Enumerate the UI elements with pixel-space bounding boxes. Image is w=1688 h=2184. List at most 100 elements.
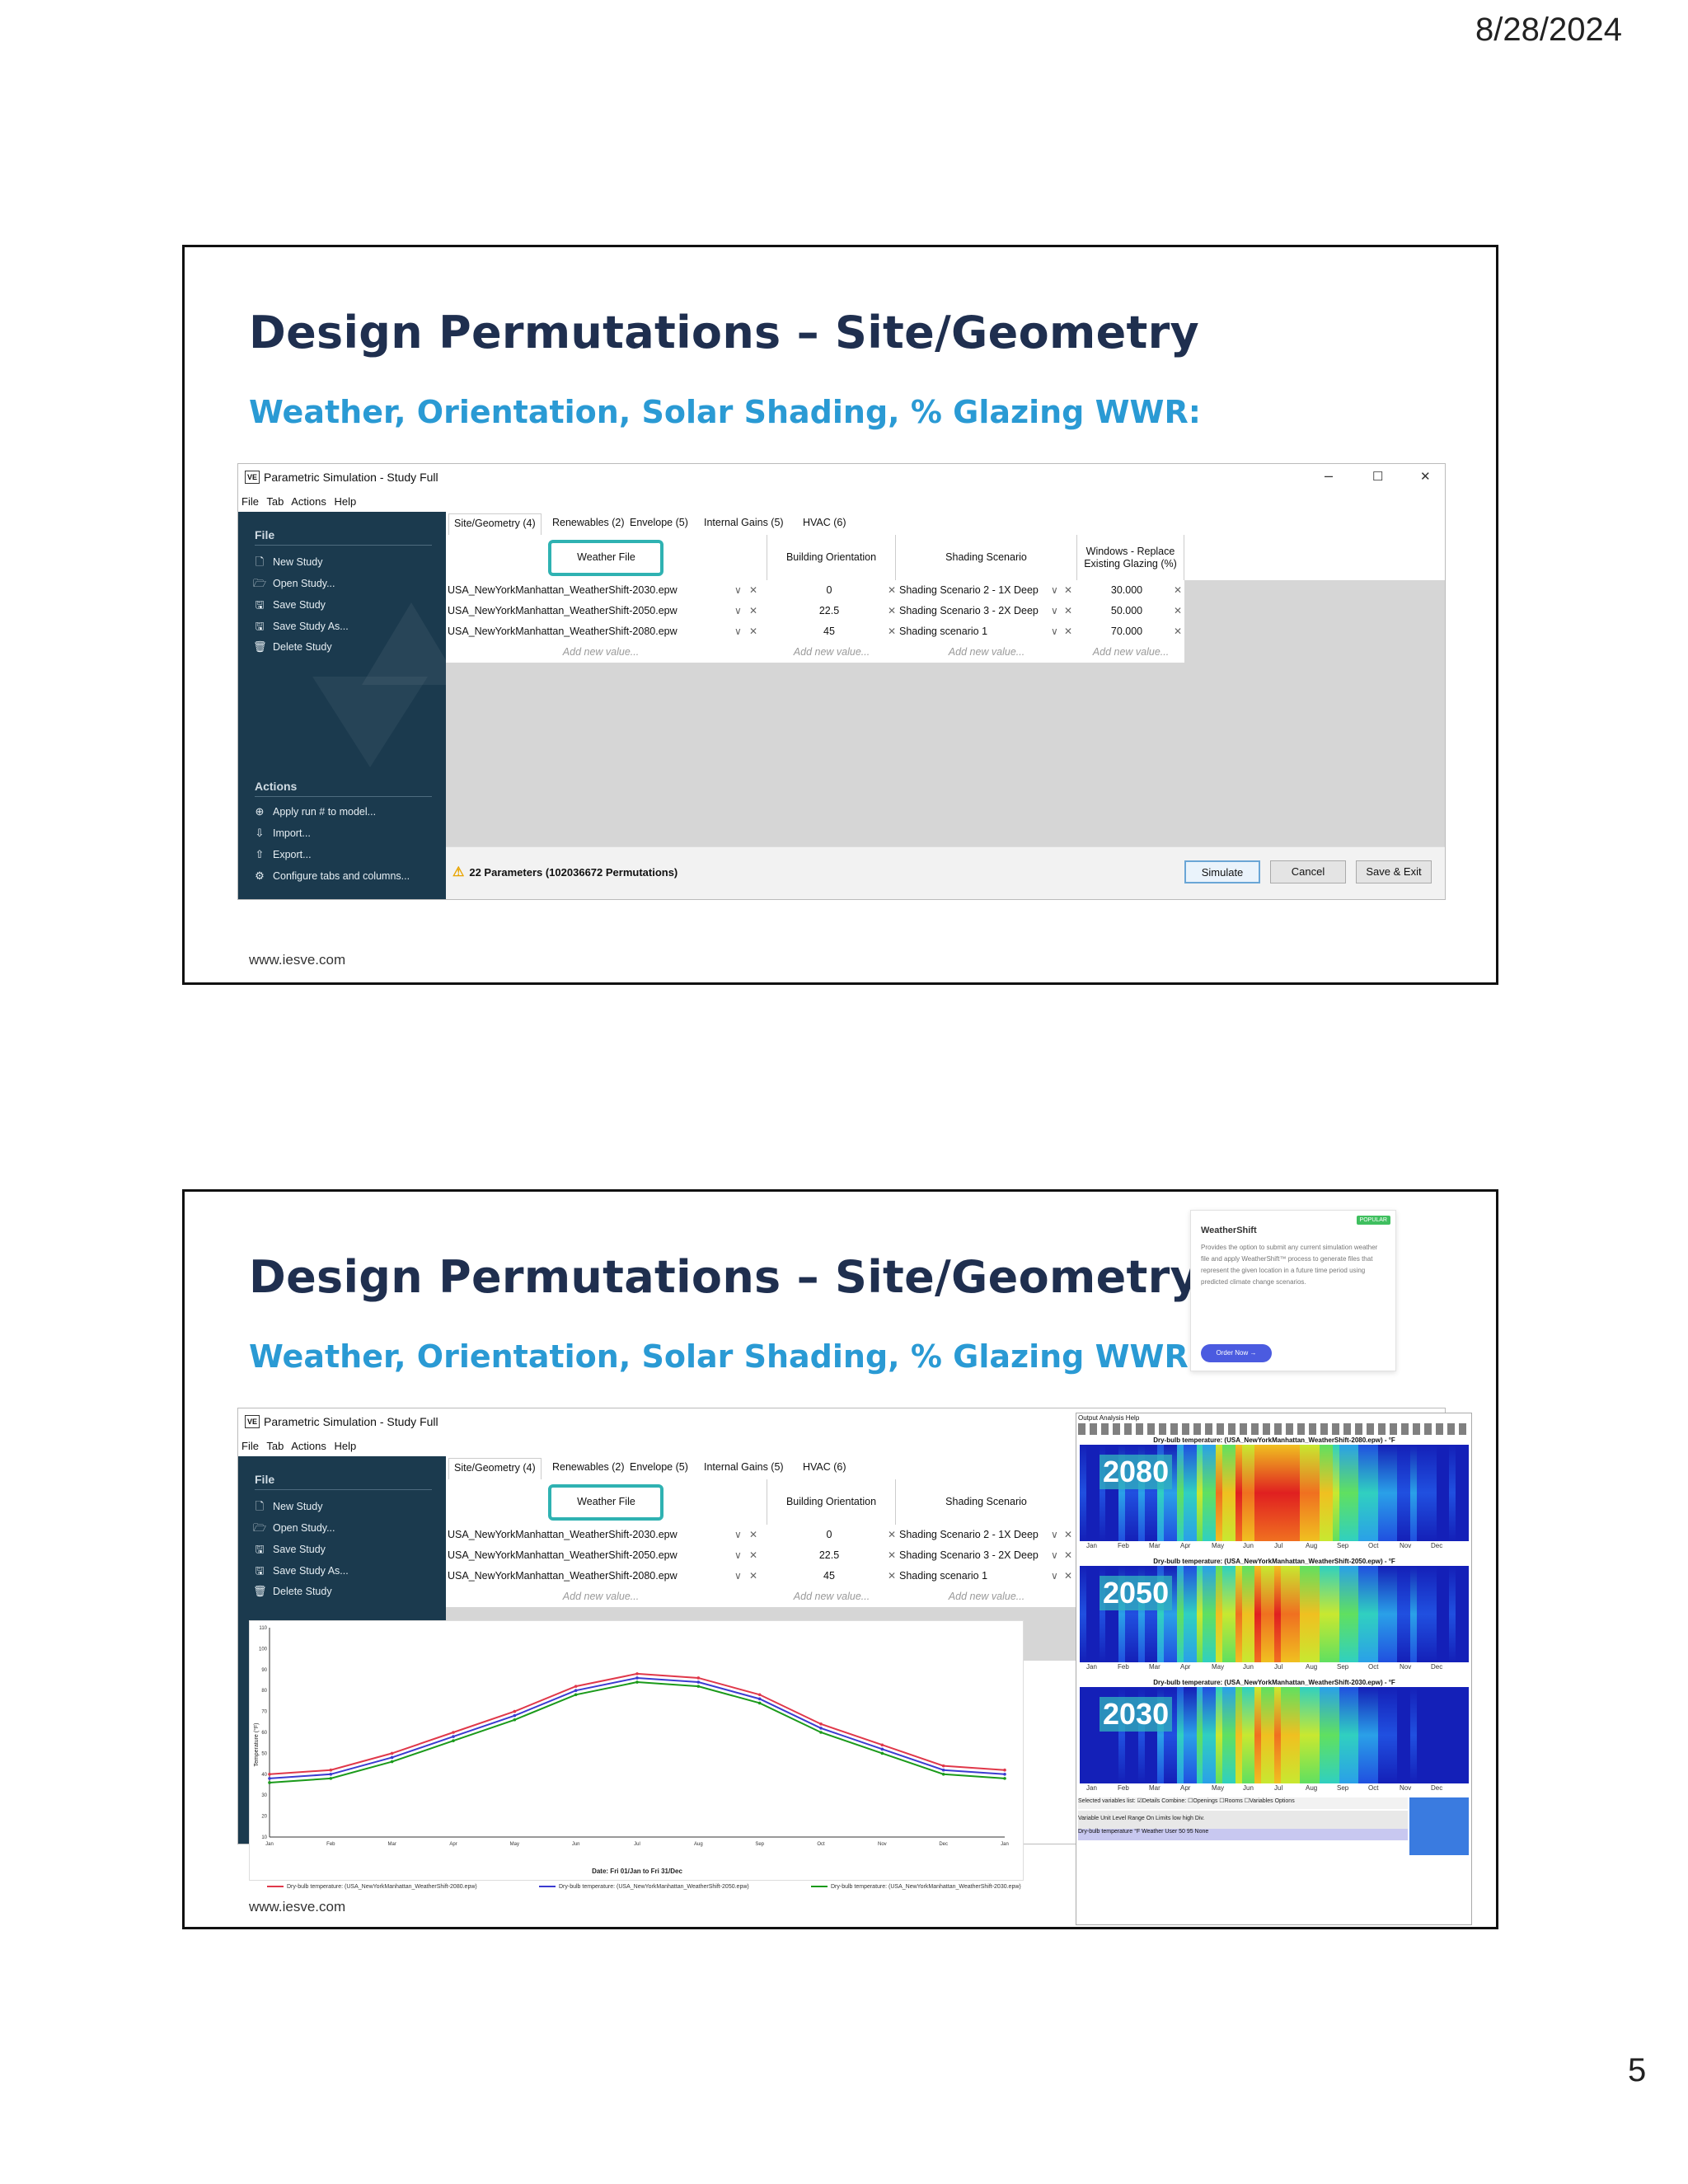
glazing-cell[interactable]: 70.000 [1110,626,1143,637]
remove-icon[interactable]: ✕ [888,1529,897,1540]
add-shading-input[interactable]: Add new value... [948,1591,1025,1602]
column-header-windows-glazing[interactable]: Windows - Replace Existing Glazing (%) [1077,535,1184,580]
chevron-down-icon[interactable]: ∨ [1051,1570,1058,1582]
tab-hvac[interactable]: HVAC (6) [803,517,846,528]
column-header-shading-scenario[interactable]: Shading Scenario [896,1479,1077,1525]
add-orientation-input[interactable]: Add new value... [793,646,870,658]
menu-tab[interactable]: Tab [266,495,284,508]
sidebar-item-save-study-as[interactable]: 🖫 Save Study As... [253,619,348,637]
add-weather-file-input[interactable]: Add new value... [562,646,640,658]
chevron-down-icon[interactable]: ∨ [734,1549,742,1561]
cancel-button[interactable]: Cancel [1270,860,1346,883]
chevron-down-icon[interactable]: ∨ [1051,1549,1058,1561]
weather-file-cell[interactable]: USA_NewYorkManhattan_WeatherShift-2050.e… [448,605,678,616]
shading-cell[interactable]: Shading Scenario 3 - 2X Deep [899,605,1039,616]
close-button[interactable]: ✕ [1420,470,1431,484]
remove-icon[interactable]: ✕ [1064,1549,1073,1561]
weather-file-cell[interactable]: USA_NewYorkManhattan_WeatherShift-2050.e… [448,1549,678,1561]
remove-icon[interactable]: ✕ [1064,1570,1073,1582]
sidebar-item-export[interactable]: ⇧ Export... [253,848,312,861]
column-header-shading-scenario[interactable]: Shading Scenario [896,535,1077,580]
sidebar-item-delete-study[interactable]: 🗑 Delete Study [253,640,332,653]
chevron-down-icon[interactable]: ∨ [734,1529,742,1540]
sidebar-item-save-study[interactable]: 🖫 Save Study [253,1542,325,1560]
sidebar-item-new-study[interactable]: 🗋 New Study [253,555,323,573]
remove-icon[interactable]: ✕ [749,605,758,616]
tab-hvac[interactable]: HVAC (6) [803,1461,846,1473]
menu-actions[interactable]: Actions [291,495,326,508]
chevron-down-icon[interactable]: ∨ [734,605,742,616]
tab-internal-gains[interactable]: Internal Gains (5) [704,1461,784,1473]
orientation-cell[interactable]: 0 [826,584,832,596]
chevron-down-icon[interactable]: ∨ [1051,605,1058,616]
remove-icon[interactable]: ✕ [749,584,758,596]
sidebar-item-save-study[interactable]: 🖫 Save Study [253,598,325,616]
chevron-down-icon[interactable]: ∨ [1051,584,1058,596]
orientation-cell[interactable]: 45 [823,626,835,637]
sidebar-item-apply-run[interactable]: ⊕ Apply run # to model... [253,805,377,818]
sidebar-item-delete-study[interactable]: 🗑 Delete Study [253,1585,332,1597]
selected-variables-bar[interactable]: Selected variables list: ☑Details Combin… [1078,1797,1408,1809]
add-orientation-input[interactable]: Add new value... [793,1591,870,1602]
chevron-down-icon[interactable]: ∨ [734,1570,742,1582]
analysis-menu-bar[interactable]: Output Analysis Help [1078,1414,1140,1422]
glazing-cell[interactable]: 30.000 [1110,584,1143,596]
maximize-button[interactable]: ☐ [1372,470,1384,484]
menu-file[interactable]: File [241,1440,259,1452]
chevron-down-icon[interactable]: ∨ [734,626,742,637]
remove-icon[interactable]: ✕ [749,626,758,637]
add-weather-file-input[interactable]: Add new value... [562,1591,640,1602]
menu-actions[interactable]: Actions [291,1440,326,1452]
weather-file-cell[interactable]: USA_NewYorkManhattan_WeatherShift-2030.e… [448,584,678,596]
weather-file-cell[interactable]: USA_NewYorkManhattan_WeatherShift-2080.e… [448,1570,678,1582]
tab-internal-gains[interactable]: Internal Gains (5) [704,517,784,528]
column-header-building-orientation[interactable]: Building Orientation [767,1479,896,1525]
shading-cell[interactable]: Shading Scenario 3 - 2X Deep [899,1549,1039,1561]
shading-cell[interactable]: Shading scenario 1 [899,1570,988,1582]
chevron-down-icon[interactable]: ∨ [1051,1529,1058,1540]
analysis-toolbar[interactable] [1078,1423,1470,1435]
sidebar-item-configure[interactable]: ⚙ Configure tabs and columns... [253,869,410,883]
menu-tab[interactable]: Tab [266,1440,284,1452]
remove-icon[interactable]: ✕ [888,584,897,596]
glazing-cell[interactable]: 50.000 [1110,605,1143,616]
tab-envelope[interactable]: Envelope (5) [630,517,688,528]
remove-icon[interactable]: ✕ [1174,584,1183,596]
shading-cell[interactable]: Shading scenario 1 [899,626,988,637]
remove-icon[interactable]: ✕ [1064,1529,1073,1540]
add-glazing-input[interactable]: Add new value... [1092,646,1170,658]
remove-icon[interactable]: ✕ [749,1570,758,1582]
orientation-cell[interactable]: 45 [823,1570,835,1582]
tab-renewables[interactable]: Renewables (2) [552,517,625,528]
month-list-panel[interactable] [1409,1797,1469,1855]
remove-icon[interactable]: ✕ [749,1529,758,1540]
remove-icon[interactable]: ✕ [888,605,897,616]
menu-file[interactable]: File [241,495,259,508]
remove-icon[interactable]: ✕ [1174,626,1183,637]
tab-site-geometry[interactable]: Site/Geometry (4) [448,1458,542,1479]
orientation-cell[interactable]: 22.5 [818,605,840,616]
tab-renewables[interactable]: Renewables (2) [552,1461,625,1473]
minimize-button[interactable]: – [1325,467,1334,484]
sidebar-item-save-study-as[interactable]: 🖫 Save Study As... [253,1563,348,1582]
remove-icon[interactable]: ✕ [888,1570,897,1582]
weather-file-cell[interactable]: USA_NewYorkManhattan_WeatherShift-2080.e… [448,626,678,637]
remove-icon[interactable]: ✕ [749,1549,758,1561]
order-now-button[interactable]: Order Now → [1201,1344,1272,1362]
chevron-down-icon[interactable]: ∨ [1051,626,1058,637]
remove-icon[interactable]: ✕ [1064,584,1073,596]
remove-icon[interactable]: ✕ [1064,605,1073,616]
add-shading-input[interactable]: Add new value... [948,646,1025,658]
menu-help[interactable]: Help [334,495,357,508]
orientation-cell[interactable]: 22.5 [818,1549,840,1561]
sidebar-item-open-study[interactable]: 🗁 Open Study... [253,1521,335,1539]
remove-icon[interactable]: ✕ [1064,626,1073,637]
tab-site-geometry[interactable]: Site/Geometry (4) [448,513,542,535]
chevron-down-icon[interactable]: ∨ [734,584,742,596]
shading-cell[interactable]: Shading Scenario 2 - 1X Deep [899,1529,1039,1540]
remove-icon[interactable]: ✕ [888,626,897,637]
save-exit-button[interactable]: Save & Exit [1356,860,1432,883]
column-header-building-orientation[interactable]: Building Orientation [767,535,896,580]
weather-file-cell[interactable]: USA_NewYorkManhattan_WeatherShift-2030.e… [448,1529,678,1540]
remove-icon[interactable]: ✕ [1174,605,1183,616]
